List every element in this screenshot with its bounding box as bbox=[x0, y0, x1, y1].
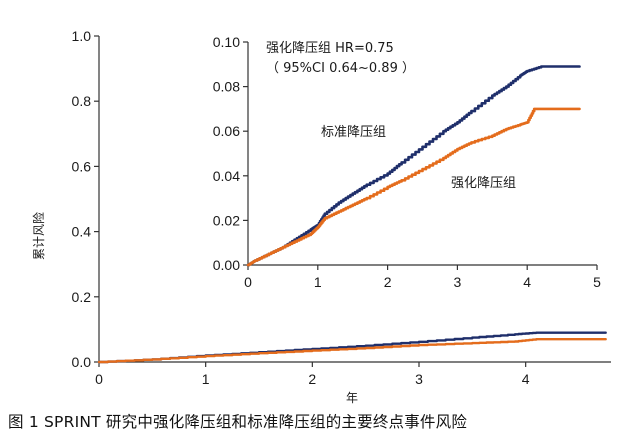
main-y-tick-label: 0.4 bbox=[72, 224, 92, 240]
chart-canvas: 0.00.20.40.60.81.00 1 2 3 4 累计风险 年 0.000.020… bbox=[31, 28, 611, 405]
main-x-tick-label: 1 bbox=[202, 371, 210, 387]
main-xlabel: 年 bbox=[346, 391, 358, 405]
main-y-tick-label: 1.0 bbox=[72, 28, 92, 44]
inset-annotation-ci: （ 95%CI 0.64~0.89 ） bbox=[266, 61, 415, 76]
inset-background bbox=[246, 40, 599, 267]
inset-y-tick-label: 0.00 bbox=[213, 257, 240, 273]
inset-series-intensive bbox=[246, 107, 581, 267]
main-y-tick-label: 0.2 bbox=[72, 289, 92, 305]
main-axes: 0.0 0.2 0.4 0.6 0.8 1.0 0 1 2 3 4 bbox=[72, 28, 611, 387]
main-x-tick-label: 0 bbox=[95, 371, 103, 387]
inset-x-tick-label: 0 bbox=[244, 274, 252, 290]
inset-annotation-hr: 强化降压组 HR=0.75 bbox=[266, 41, 394, 56]
main-series-intensive bbox=[97, 338, 607, 364]
main-ylabel: 累计风险 bbox=[31, 212, 46, 260]
inset-x-tick-label: 2 bbox=[384, 274, 392, 290]
inset-x-tick-label: 4 bbox=[523, 274, 531, 290]
main-x-tick-label: 4 bbox=[522, 371, 530, 387]
inset-series-standard bbox=[246, 65, 581, 267]
inset-x-tick-label: 5 bbox=[593, 274, 601, 290]
inset-y-tick-label: 0.08 bbox=[213, 79, 240, 95]
inset-y-tick-label: 0.10 bbox=[213, 34, 240, 50]
inset-axes: 0.00 0.02 0.04 0.06 0.08 0.10 0 1 2 3 4 5 bbox=[213, 34, 601, 290]
inset-label-intensive: 强化降压组 bbox=[451, 176, 516, 191]
inset-y-tick-label: 0.04 bbox=[213, 168, 240, 184]
inset-y-tick-label: 0.02 bbox=[213, 212, 240, 228]
main-y-tick-label: 0.0 bbox=[72, 354, 92, 370]
inset-x-tick-label: 3 bbox=[454, 274, 462, 290]
figure-caption: 图 1 SPRINT 研究中强化降压组和标准降压组的主要终点事件风险 bbox=[8, 413, 468, 431]
main-series bbox=[97, 331, 607, 364]
inset-x-tick-label: 1 bbox=[314, 274, 322, 290]
inset-y-tick-label: 0.06 bbox=[213, 123, 240, 139]
main-y-tick-label: 0.8 bbox=[72, 93, 92, 109]
main-x-tick-label: 3 bbox=[415, 371, 423, 387]
inset-label-standard: 标准降压组 bbox=[321, 125, 386, 140]
main-x-tick-label: 2 bbox=[308, 371, 316, 387]
inset-series bbox=[246, 65, 581, 267]
main-y-tick-label: 0.6 bbox=[72, 158, 92, 174]
